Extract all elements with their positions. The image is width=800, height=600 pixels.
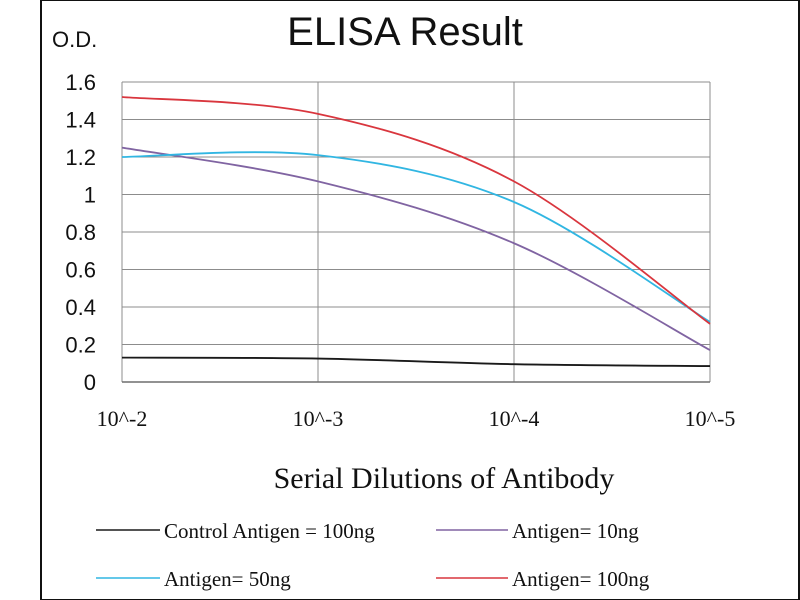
legend-label-100ng: Antigen= 100ng xyxy=(512,567,650,591)
x-tick-label: 10^-2 xyxy=(97,406,148,431)
legend-label-50ng: Antigen= 50ng xyxy=(164,567,291,591)
grid-layer xyxy=(121,81,711,383)
y-tick-label: 1.4 xyxy=(65,108,96,133)
x-tick-label: 10^-3 xyxy=(293,406,344,431)
x-tick-label: 10^-5 xyxy=(685,406,736,431)
legend-item-control: Control Antigen = 100ng xyxy=(96,519,375,543)
legend: Control Antigen = 100ng Antigen= 10ng An… xyxy=(96,519,650,591)
chart-title: ELISA Result xyxy=(287,10,523,54)
x-tick-label: 10^-4 xyxy=(489,406,540,431)
y-tick-label: 0.2 xyxy=(65,333,96,358)
series-line-10ng xyxy=(121,146,711,351)
y-tick-label: 1.2 xyxy=(65,145,96,170)
chart-frame xyxy=(40,0,800,600)
y-tick-label: 1 xyxy=(84,183,96,208)
series-line-control xyxy=(121,356,711,367)
x-axis-title: Serial Dilutions of Antibody xyxy=(274,462,615,495)
legend-item-50ng: Antigen= 50ng xyxy=(96,567,291,591)
series-line-50ng xyxy=(121,151,711,323)
legend-label-control: Control Antigen = 100ng xyxy=(164,519,375,543)
y-tick-label: 1.6 xyxy=(65,70,96,95)
legend-item-100ng: Antigen= 100ng xyxy=(436,567,650,591)
series-layer xyxy=(121,96,711,367)
legend-item-10ng: Antigen= 10ng xyxy=(436,519,639,543)
series-line-100ng xyxy=(121,96,711,325)
y-axis-title: O.D. xyxy=(52,27,97,52)
y-tick-label: 0.6 xyxy=(65,258,96,283)
legend-label-10ng: Antigen= 10ng xyxy=(512,519,639,543)
y-tick-label: 0.4 xyxy=(65,295,96,320)
y-tick-label: 0 xyxy=(84,370,96,395)
axis-layer: 0 0.2 0.4 0.6 0.8 1 1.2 1.4 1.6 10^-2 10^-3 10^-4 10… xyxy=(65,70,735,431)
y-tick-label: 0.8 xyxy=(65,220,96,245)
